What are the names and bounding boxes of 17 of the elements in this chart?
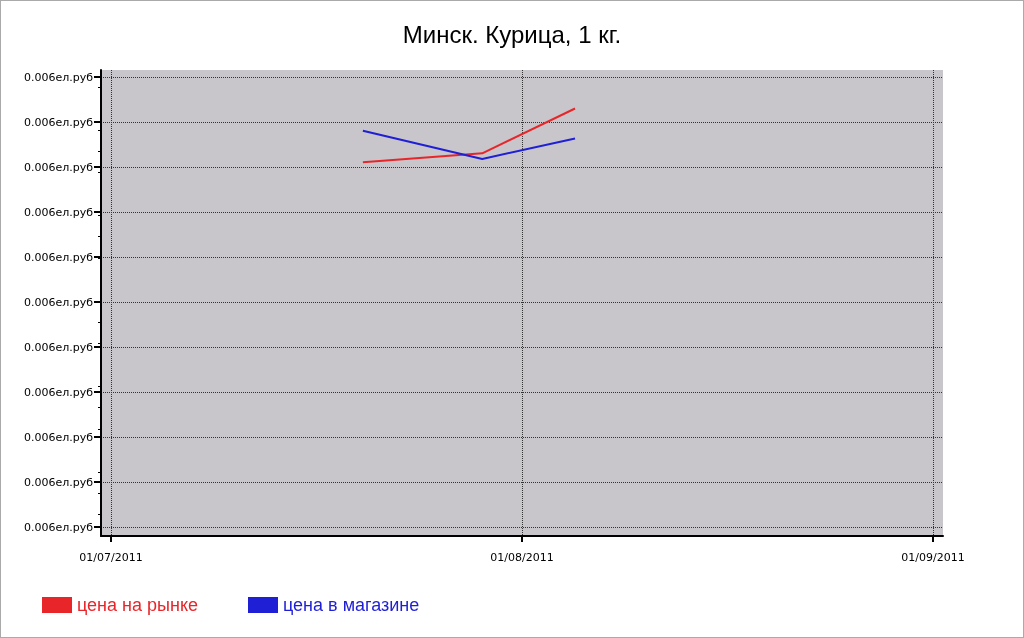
text: 0.006ел.руб xyxy=(23,340,94,354)
legend-label: цена на рынке xyxy=(77,595,198,615)
text: 0.006ел.руб xyxy=(23,70,94,84)
chart-title: Минск. Курица, 1 кг. xyxy=(402,20,622,48)
x-tick-label: 01/09/2011 xyxy=(901,551,965,564)
text: 0.006ел.руб xyxy=(23,430,94,444)
text: 0.006ел.руб xyxy=(23,250,94,264)
text: 0.006ел.руб xyxy=(23,520,94,534)
legend-label: цена в магазине xyxy=(283,595,420,615)
text: 0.006ел.руб xyxy=(23,475,94,489)
x-tick-label: 01/07/2011 xyxy=(79,551,143,564)
text: 0.006ел.руб xyxy=(23,385,94,399)
x-tick-label: 01/08/2011 xyxy=(490,551,554,564)
text: 0.006ел.руб xyxy=(23,205,94,219)
text: 0.006ел.руб xyxy=(23,295,94,309)
text: 0.006ел.руб xyxy=(23,160,94,174)
text: 0.006ел.руб xyxy=(23,115,94,129)
